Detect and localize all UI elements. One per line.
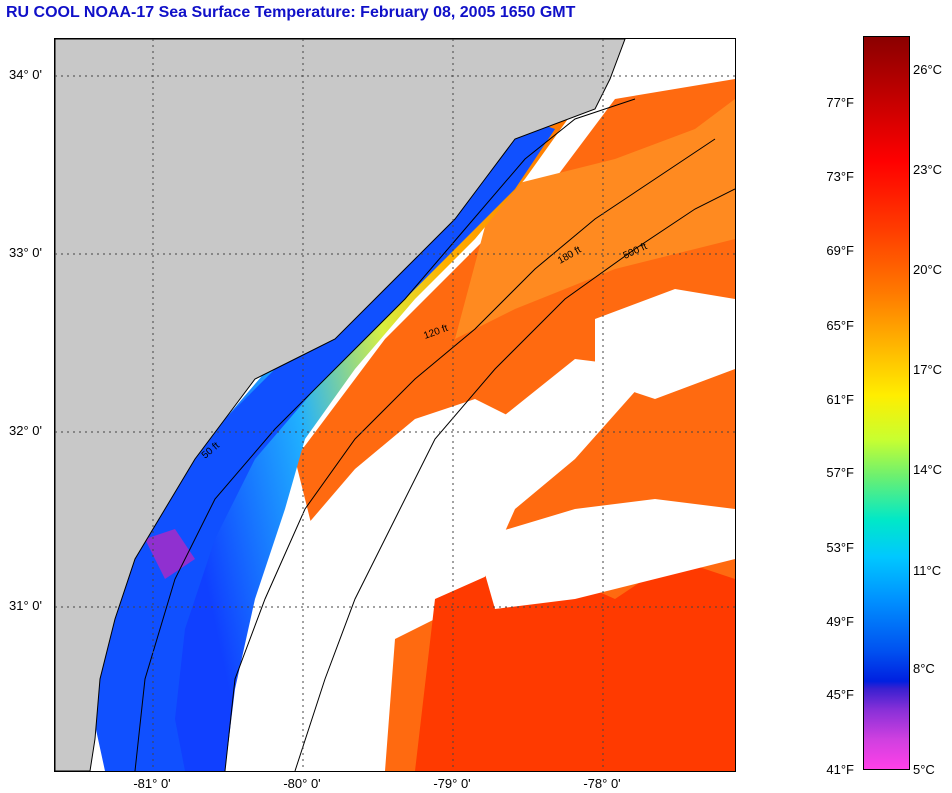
latitude-label: 34° 0' [9, 67, 42, 82]
sst-map-canvas: 50 ft 120 ft 500 ft 180 ft [55, 39, 735, 771]
colorbar-fahrenheit-label: 77°F [826, 95, 854, 110]
longitude-label: -80° 0' [283, 776, 321, 791]
colorbar-fahrenheit-label: 45°F [826, 687, 854, 702]
cloud-patch [475, 499, 735, 609]
longitude-label: -79° 0' [433, 776, 471, 791]
colorbar-celsius-label: 17°C [913, 362, 943, 377]
coastal-water [105, 109, 575, 771]
colorbar-celsius-label: 5°C [913, 762, 935, 777]
cold-nearshore-water [85, 119, 555, 771]
colorbar-fahrenheit-label: 73°F [826, 169, 854, 184]
longitude-label: -78° 0' [583, 776, 621, 791]
sst-map[interactable]: 50 ft 120 ft 500 ft 180 ft [54, 38, 736, 772]
temperature-colorbar [863, 36, 910, 770]
warm-water-red [415, 559, 735, 771]
colorbar-fahrenheit-label: 53°F [826, 540, 854, 555]
colorbar-celsius-label: 20°C [913, 262, 943, 277]
cloud-patch [275, 399, 515, 771]
colorbar-fahrenheit-label: 41°F [826, 762, 854, 777]
isobath-50ft [134, 98, 636, 771]
colorbar-celsius-label: 11°C [913, 563, 942, 578]
colorbar-fahrenheit-label: 65°F [826, 318, 854, 333]
colorbar-celsius-label: 14°C [913, 462, 943, 477]
graticule [55, 39, 735, 771]
longitude-label: -81° 0' [133, 776, 171, 791]
colorbar-fahrenheit-label: 61°F [826, 392, 854, 407]
colorbar-celsius-label: 26°C [913, 62, 943, 77]
colorbar-celsius-label: 8°C [913, 661, 935, 676]
latitude-label: 33° 0' [9, 245, 42, 260]
land-mass [55, 39, 626, 771]
latitude-label: 31° 0' [9, 598, 42, 613]
colorbar-fahrenheit-label: 57°F [826, 465, 854, 480]
cloud-patch [595, 289, 735, 399]
colorbar-fahrenheit-label: 69°F [826, 243, 854, 258]
colorbar-fahrenheit-label: 49°F [826, 614, 854, 629]
colorbar-celsius-label: 23°C [913, 162, 943, 177]
isobath-120ft [224, 138, 716, 771]
map-title: RU COOL NOAA-17 Sea Surface Temperature:… [6, 4, 576, 21]
latitude-label: 32° 0' [9, 423, 42, 438]
isobath-500ft [294, 188, 735, 771]
